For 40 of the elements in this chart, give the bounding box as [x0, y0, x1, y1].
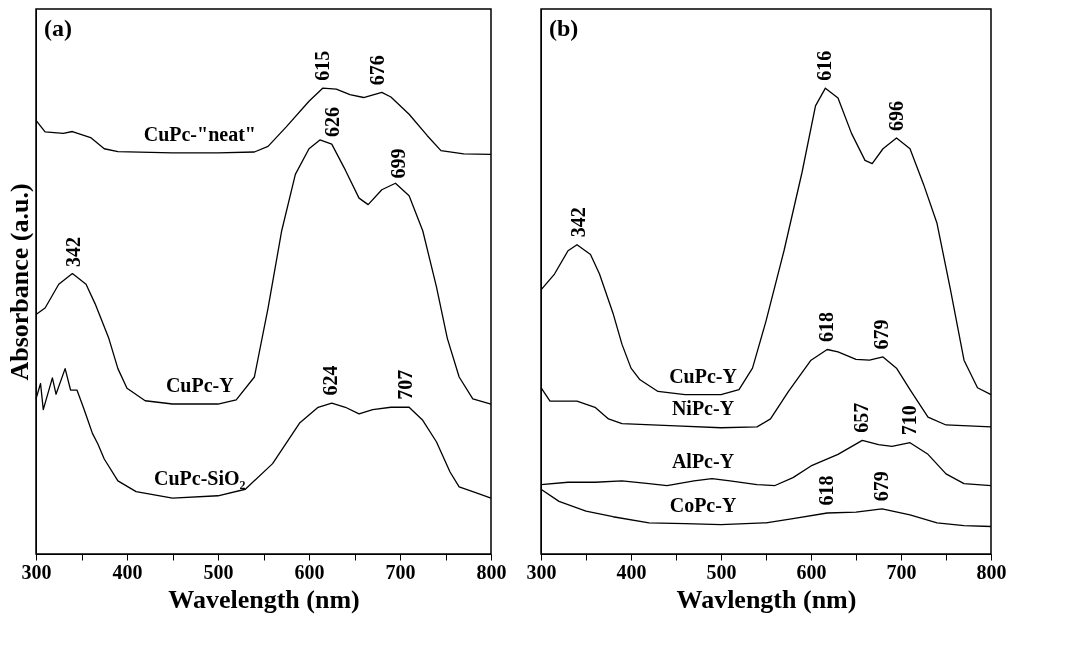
y-axis-title: Absorbance (a.u.): [4, 183, 34, 381]
annotation: 657: [850, 402, 873, 433]
annotation: 679: [870, 471, 893, 502]
series-label: AlPc-Y: [671, 449, 735, 472]
series-label: CuPc-Y: [165, 374, 235, 397]
annotation: 676: [366, 55, 389, 86]
series-label: CoPc-Y: [669, 494, 737, 517]
x-tick-label: 400: [616, 560, 647, 583]
series-label: CuPc-Y: [669, 364, 738, 387]
series-label: CuPc-SiO₂: [154, 466, 246, 489]
annotation: 707: [394, 369, 417, 400]
x-tick-label: 600: [294, 560, 325, 583]
annotation: 710: [898, 405, 920, 436]
x-tick-label: 500: [706, 560, 737, 583]
annotation: 626: [320, 107, 343, 138]
x-tick-label: 500: [203, 560, 234, 583]
series-label: CuPc-"neat": [143, 122, 256, 145]
x-tick-label: 300: [526, 560, 557, 583]
x-tick-label: 600: [796, 560, 827, 583]
series-label: NiPc-Y: [671, 397, 735, 420]
x-tick-label: 800: [976, 560, 1007, 583]
annotation: 699: [387, 148, 410, 179]
annotation: 618: [815, 475, 838, 506]
annotation: 618: [815, 312, 838, 343]
x-axis-title: Wavlength (nm): [676, 584, 857, 614]
x-tick-label: 700: [886, 560, 917, 583]
annotation: 624: [318, 365, 341, 396]
x-tick-label: 700: [385, 560, 416, 583]
chart-title: (b): [549, 15, 579, 41]
x-tick-label: 300: [21, 560, 52, 583]
x-axis-title: Wavelength (nm): [168, 584, 360, 614]
x-tick-label: 800: [476, 560, 507, 583]
annotation: 615: [310, 50, 333, 81]
annotation: 696: [885, 101, 908, 131]
annotation: 342: [62, 237, 85, 268]
chart-title: (a): [44, 15, 72, 41]
annotation: 342: [566, 207, 589, 238]
annotation: 616: [813, 50, 836, 81]
x-tick-label: 400: [112, 560, 143, 583]
annotation: 679: [870, 319, 893, 350]
